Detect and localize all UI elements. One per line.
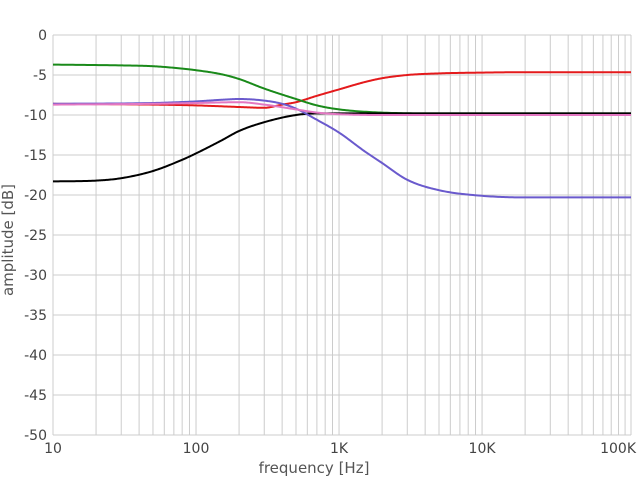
grid-lines	[52, 34, 632, 436]
y-tick-label: -25	[24, 228, 47, 244]
series-line-4	[52, 98, 631, 199]
y-tick-label: -30	[24, 268, 47, 284]
x-tick-labels: 10 100 1K 10K 100K	[44, 441, 637, 457]
x-tick-label: 10K	[469, 441, 497, 457]
x-tick-label: 1K	[330, 441, 349, 457]
x-tick-label: 100	[183, 441, 210, 457]
y-tick-label: 0	[38, 28, 47, 44]
y-tick-label: -15	[24, 148, 47, 164]
x-axis-title: frequency [Hz]	[259, 459, 370, 477]
y-tick-label: -45	[24, 388, 47, 404]
y-tick-label: -50	[24, 428, 47, 444]
y-tick-labels: 0 -5 -10 -15 -20 -25 -30 -35 -40 -45 -50	[24, 28, 47, 444]
series-lines	[52, 63, 631, 199]
series-line-5	[52, 101, 631, 116]
y-axis-title: amplitude [dB]	[0, 184, 17, 296]
x-tick-label: 10	[44, 441, 62, 457]
series-line-3	[52, 112, 631, 183]
y-tick-label: -20	[24, 188, 47, 204]
y-tick-label: -5	[33, 68, 47, 84]
y-tick-label: -35	[24, 308, 47, 324]
series-line-1	[52, 71, 631, 109]
x-tick-label: 100K	[600, 441, 637, 457]
y-tick-label: -40	[24, 348, 47, 364]
y-tick-label: -10	[24, 108, 47, 124]
